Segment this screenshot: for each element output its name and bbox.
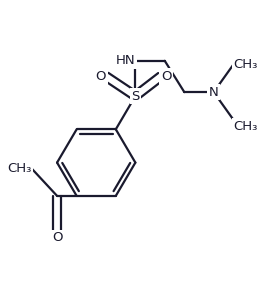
Text: CH₃: CH₃ — [233, 120, 258, 132]
Text: HN: HN — [116, 54, 135, 67]
Text: CH₃: CH₃ — [7, 162, 32, 175]
Text: O: O — [95, 70, 106, 83]
Text: O: O — [161, 70, 171, 83]
Text: CH₃: CH₃ — [233, 58, 258, 71]
Text: N: N — [209, 86, 219, 98]
Text: O: O — [52, 231, 62, 244]
Text: S: S — [131, 90, 140, 103]
